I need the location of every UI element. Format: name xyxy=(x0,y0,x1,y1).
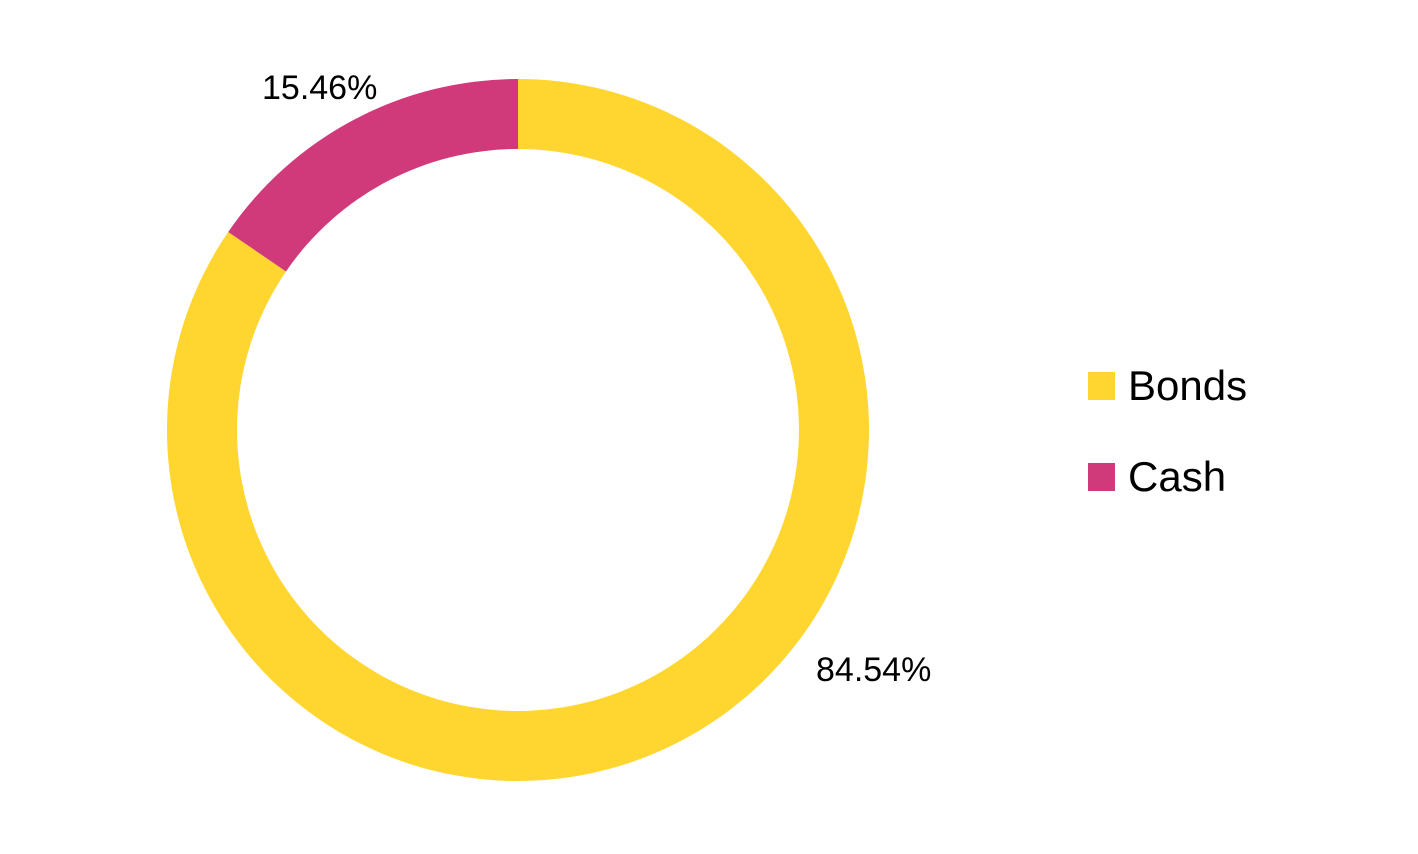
data-label-cash: 15.46% xyxy=(262,69,377,107)
legend-label-cash: Cash xyxy=(1128,453,1227,500)
legend-swatch-cash xyxy=(1088,463,1115,491)
legend-swatch-bonds xyxy=(1088,372,1115,400)
legend-item-bonds: Bonds xyxy=(1088,358,1247,414)
donut-slices xyxy=(166,78,870,781)
chart-legend: Bonds Cash xyxy=(1088,358,1247,540)
data-labels: 84.54% 15.46% xyxy=(262,69,931,689)
legend-item-cash: Cash xyxy=(1088,449,1247,505)
legend-label-bonds: Bonds xyxy=(1128,362,1248,409)
slice-cash xyxy=(228,78,519,272)
data-label-bonds: 84.54% xyxy=(816,651,931,689)
